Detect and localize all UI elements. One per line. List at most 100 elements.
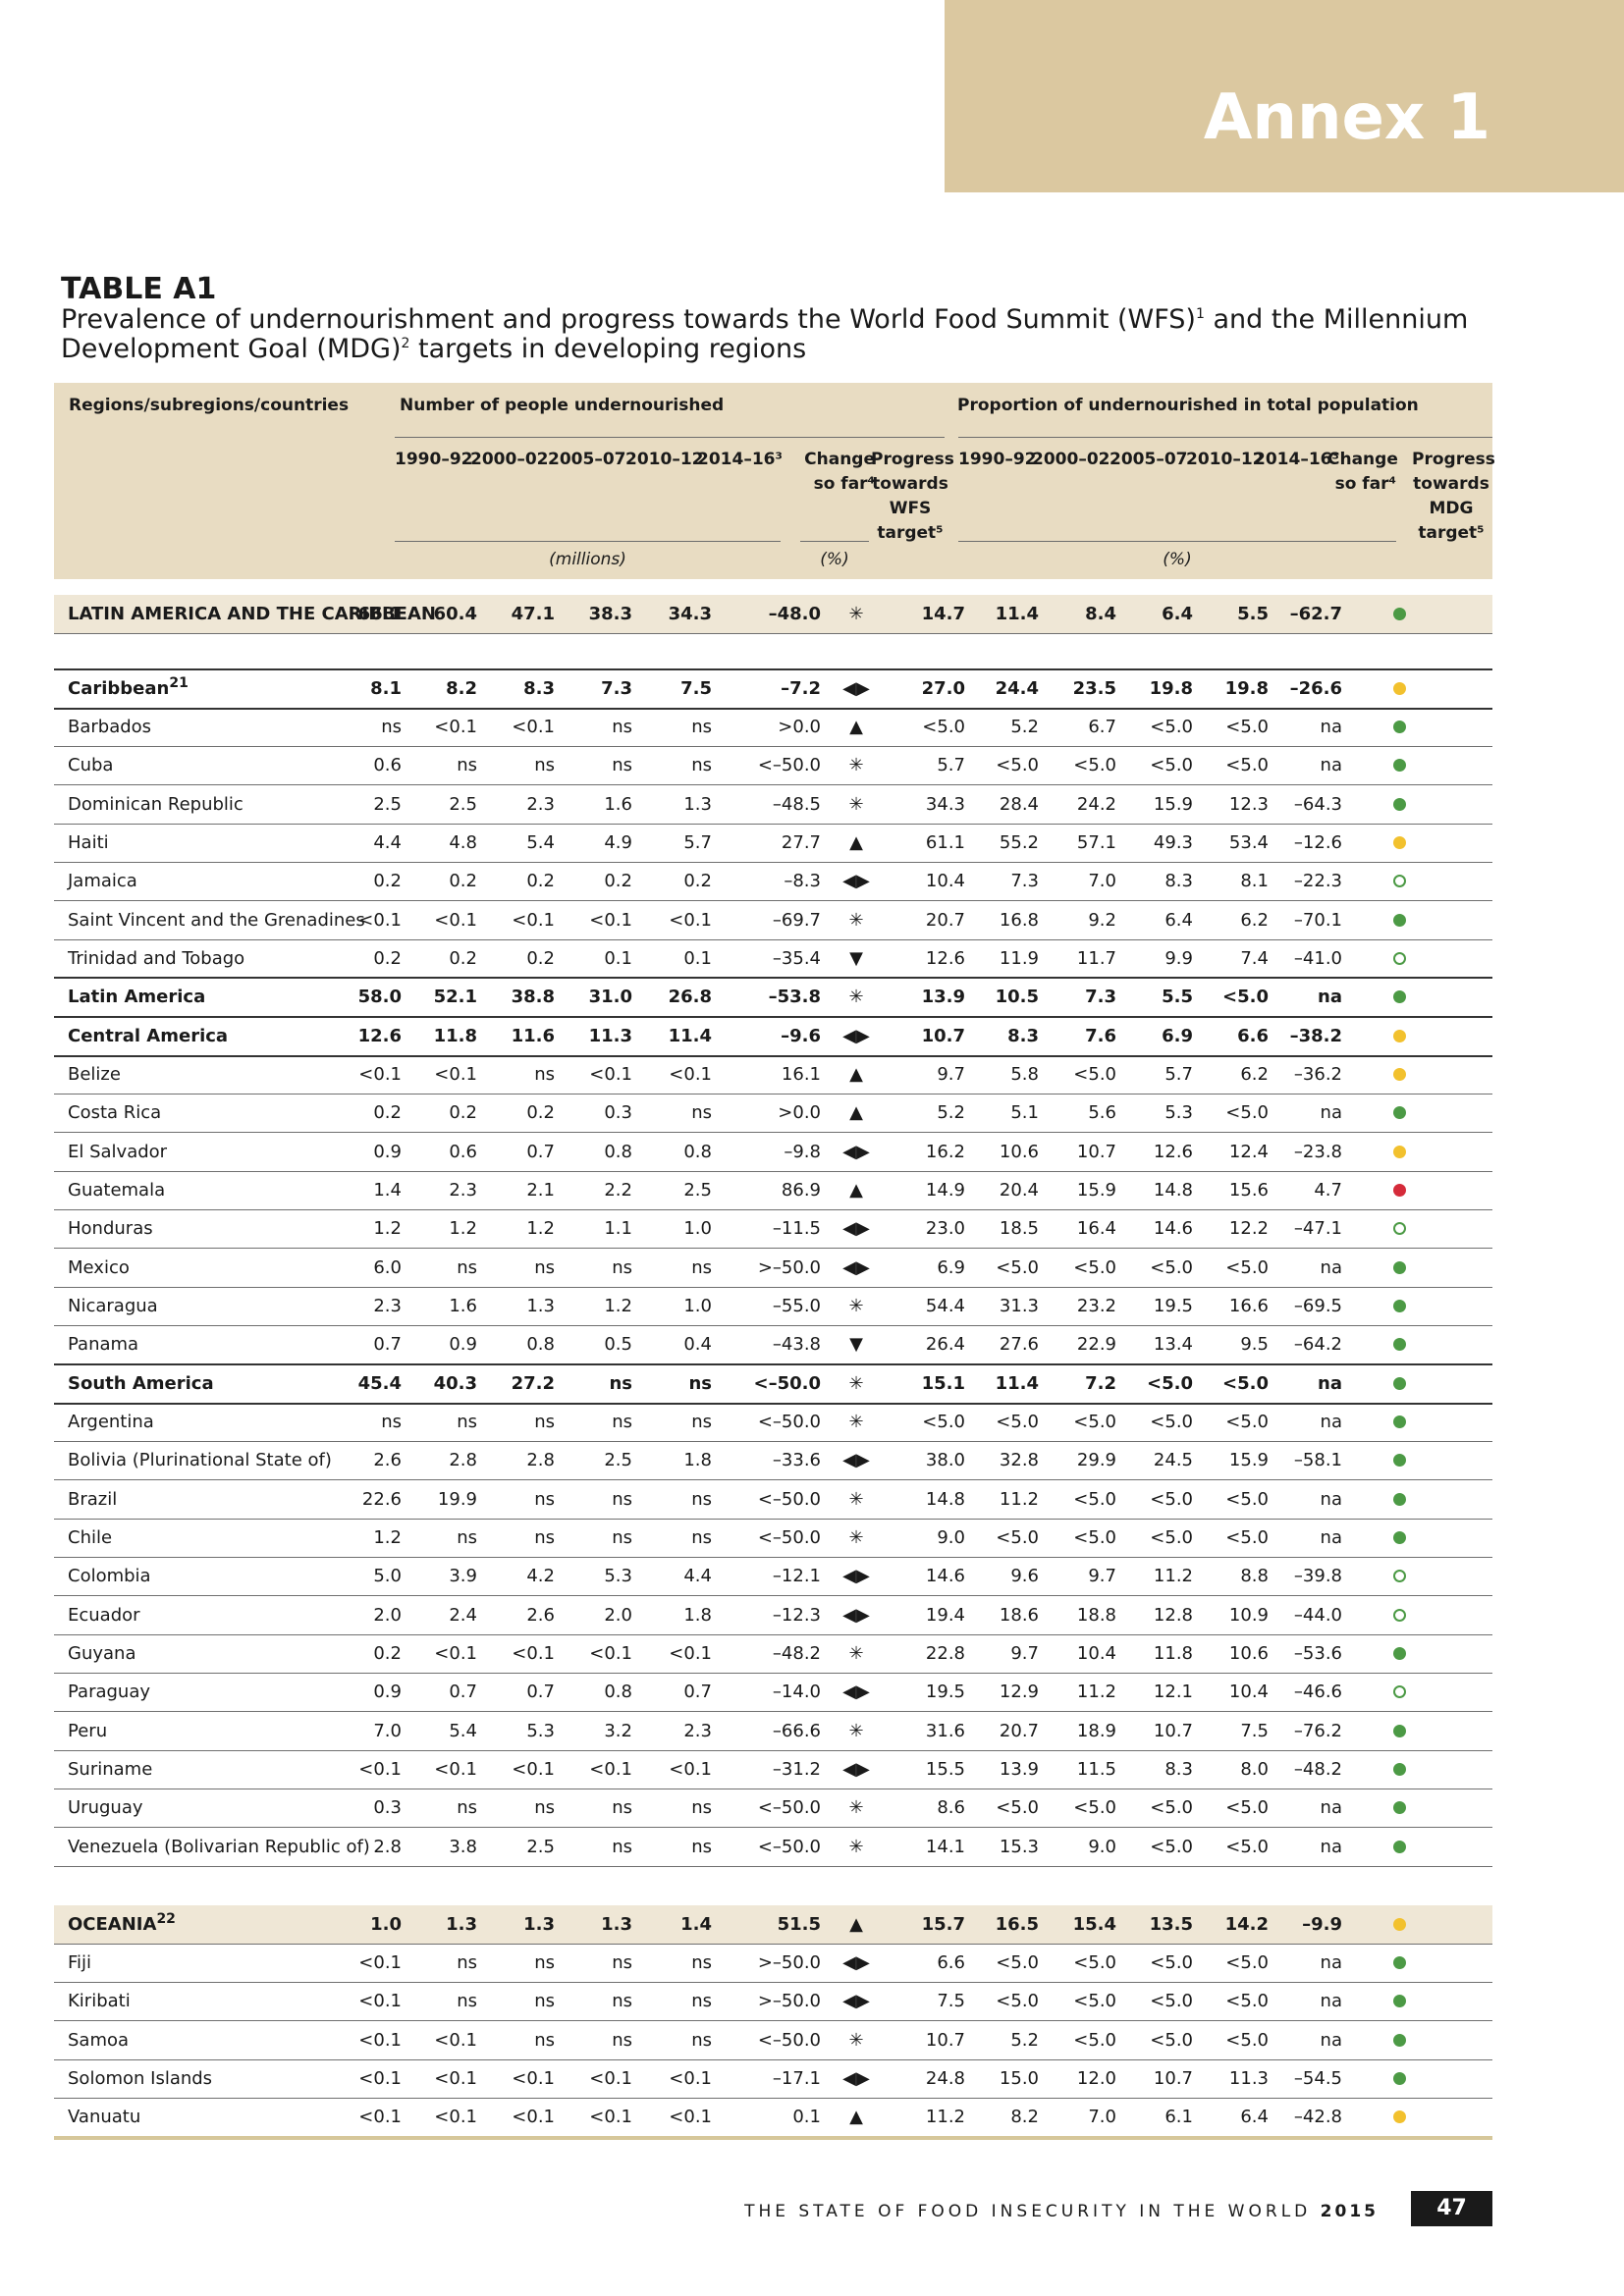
proportion-value: 23.0 [925, 1218, 965, 1239]
proportion-value: 11.2 [1153, 1566, 1193, 1586]
people-value: <0.1 [434, 2068, 477, 2089]
people-value: 27.2 [511, 1373, 555, 1394]
people-value: 3.2 [604, 1721, 632, 1741]
row-name: Colombia [68, 1566, 151, 1586]
wfs-progress-symbol: ✳ [848, 755, 864, 775]
people-value: <0.1 [669, 2068, 712, 2089]
mdg-progress-dot [1392, 1106, 1406, 1119]
mdg-progress-dot [1392, 1570, 1406, 1582]
people-value: <0.1 [512, 2068, 555, 2089]
row-name: Guyana [68, 1643, 136, 1664]
proportion-value: 6.6 [1237, 1026, 1269, 1046]
people-value: 2.3 [449, 1180, 477, 1201]
table-row: Saint Vincent and the Grenadines <0.1 <0.1… [54, 901, 1492, 939]
proportion-value: 11.3 [1228, 2068, 1269, 2089]
people-value: 1.2 [526, 1218, 555, 1239]
proportion-value: 11.9 [999, 948, 1039, 969]
people-value: 8.1 [370, 678, 402, 699]
people-value: <0.1 [434, 910, 477, 931]
mdg-progress-dot [1392, 836, 1406, 849]
people-value: ns [457, 1991, 477, 2011]
proportion-value: <5.0 [1073, 1527, 1116, 1548]
proportion-value: 16.2 [925, 1142, 965, 1162]
people-value: 38.8 [511, 987, 555, 1007]
people-value: 0.6 [449, 1142, 477, 1162]
unit-millions: (millions) [549, 550, 626, 569]
people-value: 22.6 [361, 1489, 402, 1510]
people-value: –17.1 [772, 2068, 821, 2089]
proportion-value: 38.0 [925, 1450, 965, 1470]
table-row: Trinidad and Tobago 0.2 0.2 0.2 0.1 0.1 –35.4 ▼… [54, 939, 1492, 978]
proportion-value: 5.7 [1164, 1064, 1193, 1085]
people-value: 1.2 [373, 1527, 402, 1548]
proportion-value: 31.6 [925, 1721, 965, 1741]
people-value: 2.8 [449, 1450, 477, 1470]
people-value: ns [457, 1527, 477, 1548]
people-value: >0.0 [778, 717, 821, 737]
mdg-progress-dot [1392, 1377, 1406, 1390]
people-value: –12.3 [772, 1605, 821, 1626]
people-value: >0.0 [778, 1102, 821, 1123]
people-value: 1.3 [683, 794, 712, 815]
proportion-value: 7.3 [1010, 871, 1039, 891]
people-value: 2.3 [526, 794, 555, 815]
row-name: Costa Rica [68, 1102, 162, 1123]
wfs-progress-symbol: ◀▶ [842, 1682, 870, 1702]
people-value: 7.0 [373, 1721, 402, 1741]
people-value: 0.9 [449, 1334, 477, 1355]
proportion-value: na [1320, 1527, 1342, 1548]
proportion-value: <5.0 [1073, 1991, 1116, 2011]
proportion-value: 9.2 [1088, 910, 1116, 931]
proportion-value: 11.2 [1076, 1682, 1116, 1702]
people-value: 0.1 [792, 2107, 821, 2127]
proportion-value: 10.4 [1076, 1643, 1116, 1664]
table-row: Caribbean21 8.1 8.2 8.3 7.3 7.5 –7.2 ◀▶ 27.0 24.4… [54, 669, 1492, 708]
people-value: <0.1 [434, 1064, 477, 1085]
table-row: OCEANIA22 1.0 1.3 1.3 1.3 1.4 51.5 ▲ 15.7 16.5 15.… [54, 1905, 1492, 1944]
people-value: <0.1 [669, 2107, 712, 2127]
people-value: ns [691, 2030, 712, 2051]
proportion-value: na [1320, 1102, 1342, 1123]
row-separator [54, 633, 1492, 634]
row-name: Vanuatu [68, 2107, 141, 2127]
proportion-value: <5.0 [996, 1257, 1039, 1278]
proportion-value: –64.3 [1293, 794, 1342, 815]
header-rule-change [800, 541, 869, 542]
people-value: ns [534, 1952, 555, 1973]
mdg-progress-dot [1392, 1146, 1406, 1158]
mdg-progress-dot [1392, 1609, 1406, 1622]
proportion-value: 11.2 [925, 2107, 965, 2127]
proportion-value: 29.9 [1076, 1450, 1116, 1470]
proportion-value: 5.2 [1010, 717, 1039, 737]
people-value: –55.0 [772, 1296, 821, 1316]
people-value: 34.3 [668, 604, 712, 624]
proportion-value: na [1320, 1837, 1342, 1857]
table-row: Honduras 1.2 1.2 1.2 1.1 1.0 –11.5 ◀▶ 23.0 18.5 16… [54, 1209, 1492, 1248]
header-people-year-1: 1990–92 [395, 450, 473, 469]
proportion-value: <5.0 [1150, 1412, 1193, 1432]
people-value: 86.9 [781, 1180, 821, 1201]
row-separator [54, 708, 1492, 710]
proportion-value: 24.8 [925, 2068, 965, 2089]
proportion-value: 7.3 [1085, 987, 1116, 1007]
mdg-progress-dot [1392, 1956, 1406, 1969]
row-name: Guatemala [68, 1180, 166, 1201]
people-value: <0.1 [589, 2107, 632, 2127]
people-value: ns [534, 1797, 555, 1818]
wfs-progress-symbol: ✳ [848, 1527, 864, 1548]
people-value: 60.4 [433, 604, 477, 624]
people-value: 2.4 [449, 1605, 477, 1626]
proportion-value: 5.5 [1162, 987, 1193, 1007]
people-value: 2.1 [526, 1180, 555, 1201]
people-value: ns [457, 755, 477, 775]
people-value: –14.0 [772, 1682, 821, 1702]
header-prop-change-1: Change [1327, 450, 1398, 469]
table-row: Latin America 58.0 52.1 38.8 31.0 26.8 –53.8 ✳ 1… [54, 978, 1492, 1016]
people-value: 0.7 [683, 1682, 712, 1702]
table-header: Regions/subregions/countries Number of p… [54, 383, 1495, 579]
proportion-value: 13.5 [1149, 1914, 1193, 1935]
proportion-value: na [1320, 2030, 1342, 2051]
proportion-value: 8.4 [1085, 604, 1116, 624]
people-value: <0.1 [589, 2068, 632, 2089]
people-value: 2.3 [683, 1721, 712, 1741]
